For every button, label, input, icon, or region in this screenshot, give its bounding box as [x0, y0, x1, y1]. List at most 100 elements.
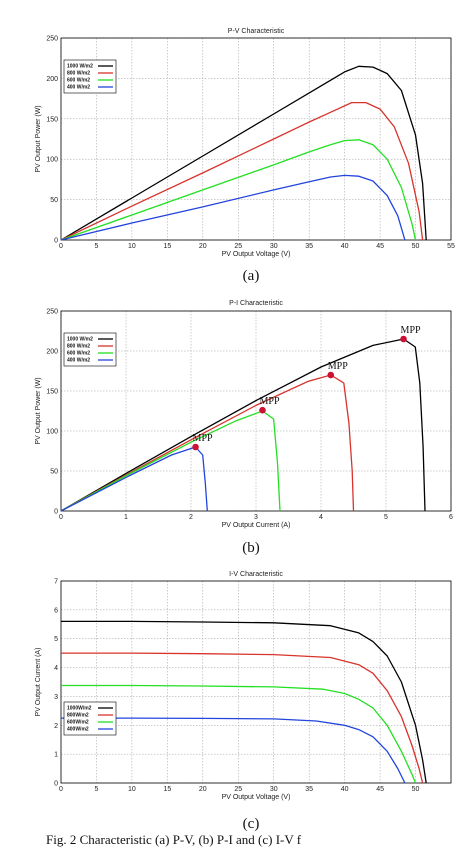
chart-2-ytick-3: 3	[54, 694, 58, 701]
chart-0-xtick-9: 45	[376, 243, 384, 250]
chart-2-series-0-line	[61, 620, 427, 784]
chart-1-xtick-5: 5	[384, 514, 388, 521]
chart-1-xtick-4: 4	[319, 514, 323, 521]
chart-0-xtick-3: 15	[163, 243, 171, 250]
chart-0-ytick-5: 250	[46, 36, 58, 43]
chart-1-xtick-6: 6	[449, 514, 453, 521]
chart-0-legend-label-2: 600 W/m2	[67, 78, 90, 84]
chart-1-ytick-4: 200	[46, 349, 58, 356]
chart-1-legend-label-2: 600 W/m2	[67, 351, 90, 357]
chart-0-xtick-8: 40	[341, 243, 349, 250]
chart-1-legend-label-3: 400 W/m2	[67, 358, 90, 364]
chart-1-ytick-0: 0	[54, 509, 58, 516]
chart-1-xtick-0: 0	[59, 514, 63, 521]
chart-1-ytick-3: 150	[46, 389, 58, 396]
chart-2-xtick-10: 50	[412, 786, 420, 793]
chart-1-mpp-point-0	[400, 335, 407, 343]
chart-1-mpp-label-3: MPP	[193, 433, 213, 444]
chart-0-legend-label-3: 400 W/m2	[67, 85, 90, 91]
chart-2-xtick-8: 40	[341, 786, 349, 793]
chart-0-series-0-line	[60, 65, 427, 241]
chart-0-series-2-line	[60, 139, 417, 241]
chart-0-xtick-5: 25	[234, 243, 242, 250]
chart-0-ytick-1: 50	[50, 197, 58, 204]
chart-2-ytick-6: 6	[54, 607, 58, 614]
chart-1-ytick-2: 100	[46, 429, 58, 436]
chart-0-xtick-0: 0	[59, 243, 63, 250]
chart-0-xtick-2: 10	[128, 243, 136, 250]
chart-2-ytick-0: 0	[54, 781, 58, 788]
chart-1-legend-label-0: 1000 W/m2	[67, 337, 93, 343]
chart-2-series-2-line	[61, 684, 417, 784]
chart-1-series-0-line	[60, 338, 426, 512]
chart-1-frame	[60, 310, 452, 512]
chart-2-xtick-0: 0	[59, 786, 63, 793]
chart-1-mpp-label-1: MPP	[328, 361, 348, 372]
chart-1-mpp-point-3	[192, 443, 199, 451]
chart-2-series-3-line	[61, 717, 406, 784]
chart-2-legend-label-2: 600W/m2	[67, 720, 89, 726]
chart-0-xtick-4: 20	[199, 243, 207, 250]
chart-2-ytick-2: 2	[54, 723, 58, 730]
chart-1-mpp-label-2: MPP	[260, 396, 280, 407]
chart-2-legend-label-1: 800W/m2	[67, 713, 89, 719]
chart-2-xlabel: PV Output Voltage (V)	[222, 794, 291, 801]
chart-0-ytick-4: 200	[46, 76, 58, 83]
chart-2-xtick-7: 35	[305, 786, 313, 793]
chart-0-ytick-3: 150	[46, 116, 58, 123]
chart-1-xtick-2: 2	[189, 514, 193, 521]
chart-2-title: I-V Characteristic	[229, 571, 283, 578]
chart-2-ytick-7: 7	[54, 579, 58, 586]
pv-characteristic-chart: 0 5 10 15 20 25 30 35 40 45 50 55 0 50 100 150 200 250 P-V…	[35, 28, 455, 284]
chart-1-series-2-line	[60, 410, 281, 512]
chart-0-series-3-line	[60, 174, 406, 241]
chart-1-ytick-5: 250	[46, 309, 58, 316]
chart-2-legend-label-3: 400W/m2	[67, 727, 89, 733]
chart-1-mpp-point-1	[327, 371, 335, 379]
chart-1-mpp-label-0: MPP	[401, 325, 421, 336]
chart-2-xtick-4: 20	[199, 786, 207, 793]
chart-0-legend-label-1: 800 W/m2	[67, 71, 90, 77]
chart-0-ytick-0: 0	[54, 238, 58, 245]
chart-0-sublabel: (a)	[243, 268, 260, 284]
chart-0-xtick-7: 35	[305, 243, 313, 250]
chart-1-ytick-1: 50	[50, 469, 58, 476]
chart-0-xtick-6: 30	[270, 243, 278, 250]
chart-1-xlabel: PV Output Current (A)	[222, 522, 291, 529]
chart-1-series-1-line	[60, 374, 355, 512]
chart-1-xtick-1: 1	[124, 514, 128, 521]
chart-2-xtick-3: 15	[163, 786, 171, 793]
figure-caption: Fig. 2 Characteristic (a) P-V, (b) P-I a…	[46, 832, 302, 847]
chart-2-xtick-2: 10	[128, 786, 136, 793]
chart-1-xtick-3: 3	[254, 514, 258, 521]
chart-2-xtick-5: 25	[234, 786, 242, 793]
chart-0-ytick-2: 100	[46, 157, 58, 164]
chart-2-frame	[60, 580, 452, 784]
chart-2-xtick-9: 45	[376, 786, 384, 793]
chart-2-plot-area	[61, 581, 451, 783]
chart-1-ylabel: PV Output Power (W)	[35, 377, 42, 444]
chart-2-xtick-6: 30	[270, 786, 278, 793]
chart-0-legend-label-0: 1000 W/m2	[67, 64, 93, 70]
chart-2-ylabel: PV Output Current (A)	[35, 648, 42, 717]
chart-0-xtick-11: 55	[447, 243, 455, 250]
pi-characteristic-chart: 0 1 2 3 4 5 6 0 50 100 150 200 250 P-I Characteristic…	[35, 300, 453, 556]
chart-0-xlabel: PV Output Voltage (V)	[222, 251, 291, 258]
chart-1-legend-label-1: 800 W/m2	[67, 344, 90, 350]
chart-1-title: P-I Characteristic	[229, 300, 283, 307]
chart-2-ytick-1: 1	[54, 752, 58, 759]
chart-1-mpp-point-2	[259, 406, 266, 414]
chart-1-sublabel: (b)	[242, 540, 260, 556]
chart-0-xtick-1: 5	[95, 243, 99, 250]
chart-2-series-1-line	[61, 652, 424, 784]
chart-0-title: P-V Characteristic	[228, 28, 285, 35]
chart-2-ytick-4: 4	[54, 665, 58, 672]
chart-2-ytick-5: 5	[54, 636, 58, 643]
chart-2-sublabel: (c)	[243, 816, 260, 832]
chart-0-ylabel: PV Output Power (W)	[35, 105, 42, 172]
chart-0-xtick-10: 50	[412, 243, 420, 250]
chart-2-xtick-1: 5	[95, 786, 99, 793]
chart-2-legend-label-0: 1000W/m2	[67, 706, 92, 712]
